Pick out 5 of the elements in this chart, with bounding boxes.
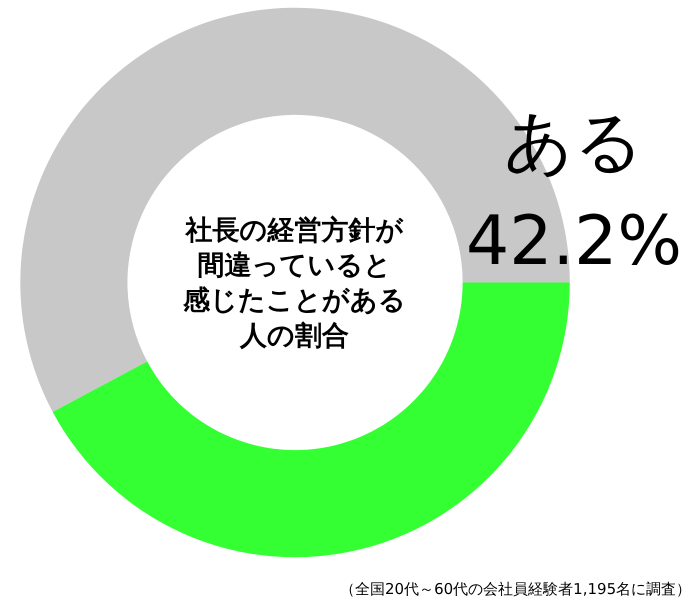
- text: 社長の経営方針が間違っていると感じたことがある人の割合: [182, 215, 406, 352]
- donut-slice: [52, 282, 570, 557]
- text: （全国20代～60代の会社員経験者1,195名に調査）: [340, 580, 692, 598]
- slice-label: ある: [504, 103, 644, 182]
- data-label: 42.2%: [466, 202, 682, 281]
